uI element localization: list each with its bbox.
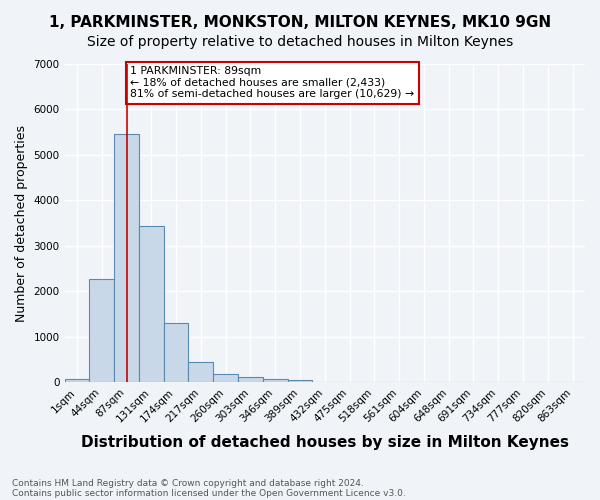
Bar <box>263 379 287 382</box>
Bar <box>188 362 213 382</box>
Bar <box>238 376 263 382</box>
Text: Contains HM Land Registry data © Crown copyright and database right 2024.: Contains HM Land Registry data © Crown c… <box>12 478 364 488</box>
Bar <box>213 374 238 382</box>
Text: 1 PARKMINSTER: 89sqm
← 18% of detached houses are smaller (2,433)
81% of semi-de: 1 PARKMINSTER: 89sqm ← 18% of detached h… <box>130 66 415 100</box>
Bar <box>65 379 89 382</box>
Bar <box>164 323 188 382</box>
X-axis label: Distribution of detached houses by size in Milton Keynes: Distribution of detached houses by size … <box>81 435 569 450</box>
Text: Size of property relative to detached houses in Milton Keynes: Size of property relative to detached ho… <box>87 35 513 49</box>
Y-axis label: Number of detached properties: Number of detached properties <box>15 124 28 322</box>
Text: Contains public sector information licensed under the Open Government Licence v3: Contains public sector information licen… <box>12 488 406 498</box>
Text: 1, PARKMINSTER, MONKSTON, MILTON KEYNES, MK10 9GN: 1, PARKMINSTER, MONKSTON, MILTON KEYNES,… <box>49 15 551 30</box>
Bar <box>89 278 114 382</box>
Bar <box>114 134 139 382</box>
Bar <box>139 226 164 382</box>
Bar <box>287 380 313 382</box>
